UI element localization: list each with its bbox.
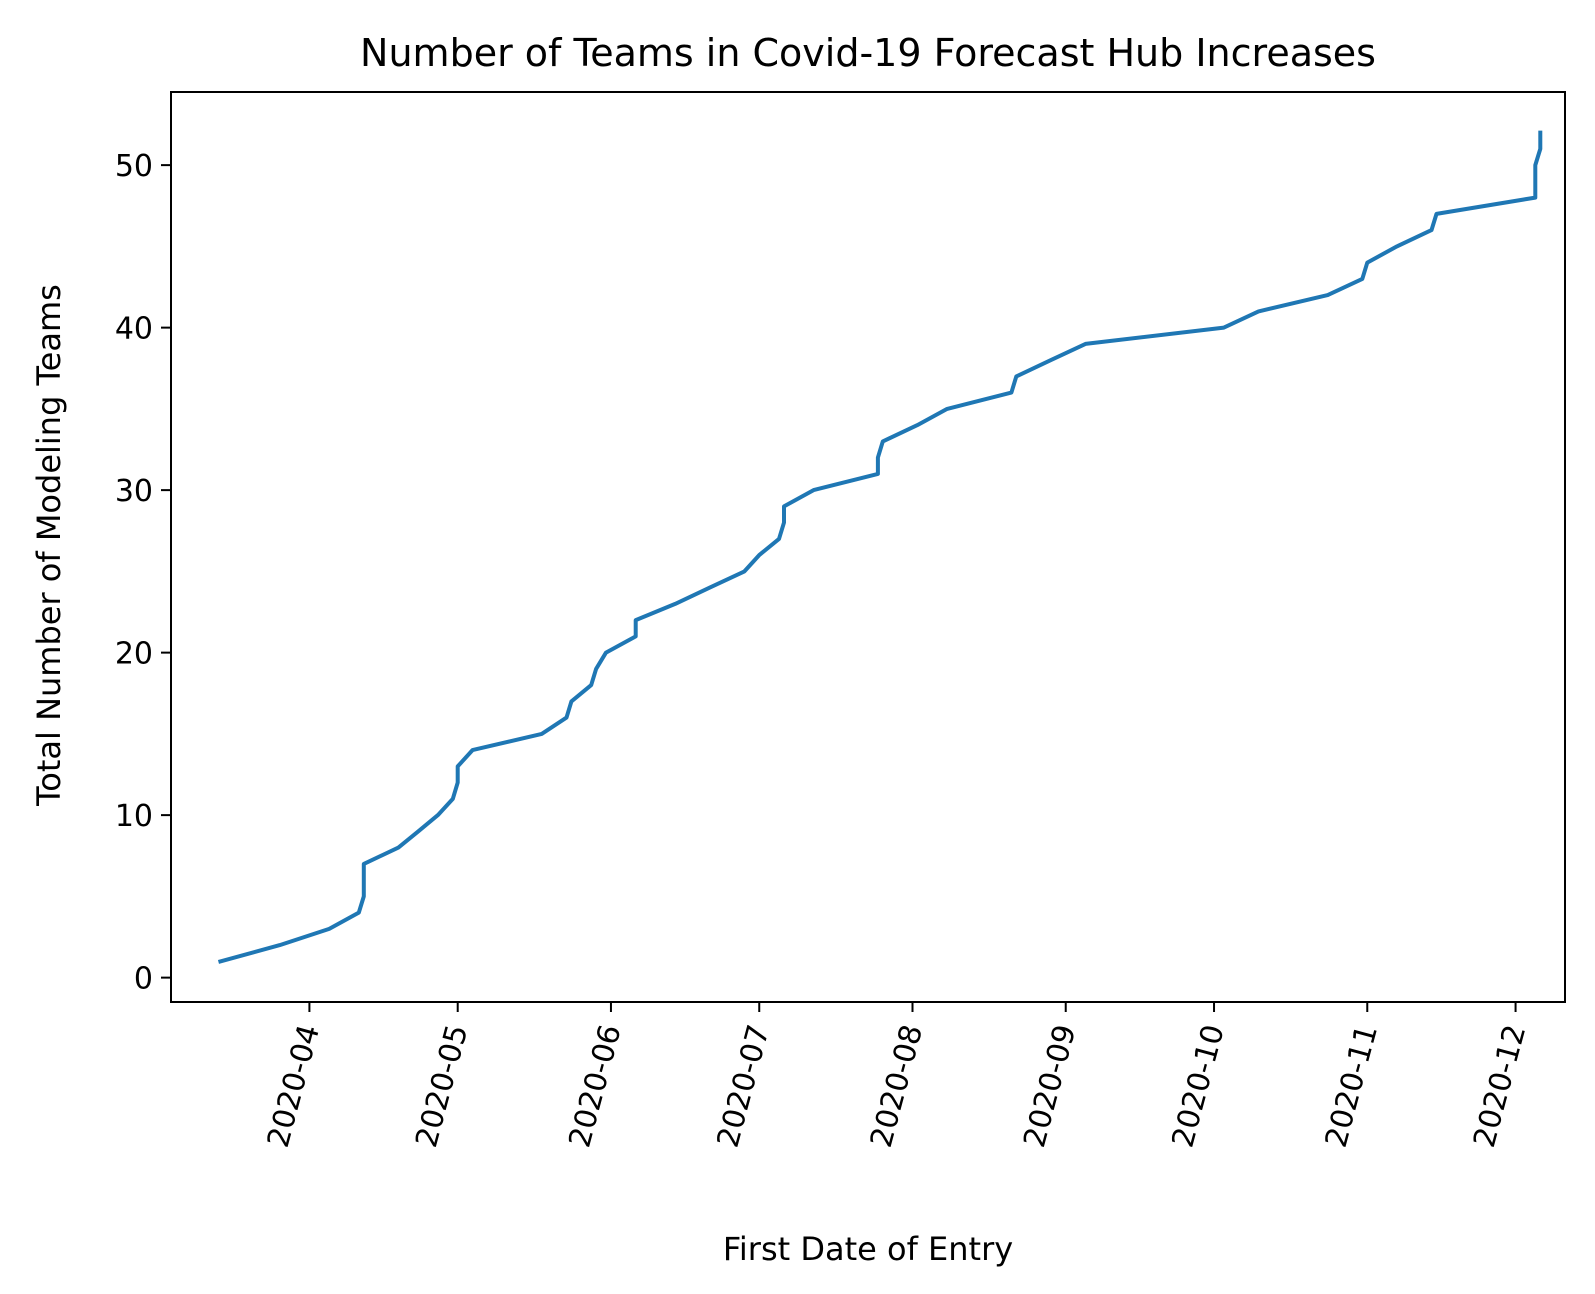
x-tick-label: 2020-04 xyxy=(261,1021,327,1151)
y-tick-label: 0 xyxy=(134,962,153,997)
chart-title: Number of Teams in Covid-19 Forecast Hub… xyxy=(360,31,1376,75)
x-tick-label: 2020-07 xyxy=(711,1021,777,1151)
y-axis-label: Total Number of Modeling Teams xyxy=(30,284,68,807)
x-tick-label: 2020-09 xyxy=(1017,1021,1083,1151)
x-tick-label: 2020-05 xyxy=(409,1021,475,1151)
y-tick-label: 20 xyxy=(115,637,153,672)
y-tick-label: 30 xyxy=(115,474,153,509)
plot-frame xyxy=(170,91,1566,1003)
y-axis: 0 10 20 30 40 50 xyxy=(115,149,171,997)
x-tick-label: 2020-11 xyxy=(1319,1021,1385,1151)
x-tick-label: 2020-12 xyxy=(1467,1021,1533,1151)
x-axis: 2020-04 2020-05 2020-06 2020-07 2020-08 2020-… xyxy=(261,1002,1533,1151)
y-tick-label: 10 xyxy=(115,799,153,834)
y-tick-label: 40 xyxy=(115,312,153,347)
y-tick-label: 50 xyxy=(115,149,153,184)
x-tick-label: 2020-08 xyxy=(864,1021,930,1151)
x-tick-label: 2020-10 xyxy=(1166,1021,1232,1151)
series-line xyxy=(217,130,1543,964)
x-axis-label: First Date of Entry xyxy=(723,1230,1013,1268)
x-tick-label: 2020-06 xyxy=(562,1021,628,1151)
series-layer xyxy=(217,130,1543,964)
